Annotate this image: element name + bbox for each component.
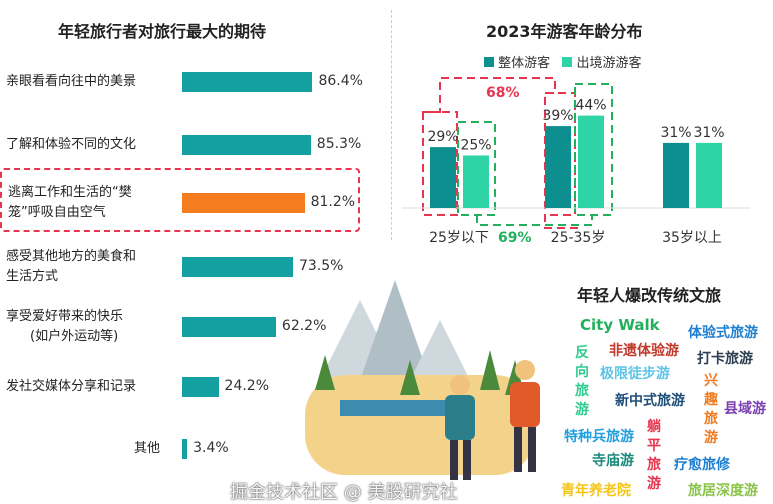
legend-swatch-outbound [562, 57, 573, 67]
left-chart-title: 年轻旅行者对旅行最大的期待 [58, 22, 267, 41]
bar [182, 377, 219, 397]
bar-value-label: 39% [542, 108, 573, 124]
bar-value-label: 25% [460, 138, 491, 154]
traveler-leg [450, 440, 458, 480]
category-label: 感受其他地方的美食和 生活方式 [6, 247, 136, 287]
category-label-line: 亲眼看看向往中的美景 [6, 74, 137, 89]
river [340, 400, 460, 416]
mountain-icon [410, 320, 470, 380]
bar [182, 439, 188, 459]
traveler-head [515, 360, 535, 380]
category-label: 其他 [134, 439, 160, 459]
tag-new-chinese: 新中式旅游 [615, 393, 685, 409]
category-label-line: 逃离工作和生活的“樊 [8, 185, 132, 200]
tag-experience: 体验式旅游 [688, 325, 758, 341]
category-label-line: 感受其他地方的美食和 [6, 249, 137, 264]
category-label-line: 笼”呼吸自由空气 [8, 205, 106, 220]
category-label-line: 了解和体验不同的文化 [6, 137, 137, 152]
travel-illustration [305, 280, 540, 480]
category-label: 享受爱好带来的快乐 (如户外运动等) [6, 307, 123, 347]
x-tick-label: 25岁以下 [429, 230, 489, 246]
tag-temple: 寺庙游 [592, 453, 634, 469]
traveler-body [445, 395, 475, 440]
ground [305, 375, 535, 475]
value-label: 62.2% [281, 318, 327, 334]
bar-outbound [696, 142, 722, 208]
value-label: 85.3% [316, 136, 362, 152]
tag-interest: 兴趣旅游 [704, 373, 718, 446]
right-chart-title: 2023年游客年龄分布 [486, 22, 643, 41]
bar [182, 257, 293, 277]
bar [182, 317, 276, 337]
annotation-68: 68% [486, 85, 520, 101]
tag-special-forces: 特种兵旅游 [564, 429, 634, 445]
vertical-bars: 29%25% 25岁以下 39%44% 25-35岁 31% 31% 35岁以上 [427, 98, 724, 246]
traveler-leg [528, 427, 536, 472]
category-label-line: 发社交媒体分享和记录 [6, 379, 137, 394]
bar-overall [430, 147, 456, 208]
tag-county: 县域游 [724, 401, 766, 417]
tag-sojourn: 旅居深度游 [688, 483, 758, 499]
highlight-box [0, 168, 360, 232]
bar-outbound [578, 115, 604, 208]
tag-city-walk: City Walk [580, 316, 660, 334]
box-under25-overall [422, 111, 458, 216]
bar-value-label: 44% [575, 98, 606, 114]
bar [182, 72, 313, 92]
category-label-line: 生活方式 [6, 269, 59, 284]
legend-swatch-overall [484, 57, 494, 67]
bar-value-label: 31% [660, 125, 691, 141]
box-under25-outbound [457, 121, 496, 216]
traveler-leg [463, 440, 471, 480]
word-cloud-title: 年轻人爆改传统文旅 [577, 286, 722, 305]
mountain-icon [360, 280, 430, 380]
bar-overall [545, 126, 571, 208]
tag-healing: 疗愈旅修 [674, 457, 730, 473]
category-label: 逃离工作和生活的“樊 笼”呼吸自由空气 [8, 183, 132, 223]
value-label: 86.4% [318, 73, 363, 89]
x-tick-label: 25-35岁 [551, 230, 606, 246]
bracket-69 [476, 215, 593, 226]
value-label: 73.5% [298, 258, 344, 274]
bar-value-label: 29% [427, 129, 458, 145]
bar [182, 135, 311, 155]
box-25-35-outbound [574, 83, 613, 216]
bar-outbound [463, 155, 489, 208]
tag-heritage: 非遗体验游 [609, 343, 679, 359]
traveler-leg [514, 427, 522, 472]
age-bar-chart: 68% 69% 29%25% 25岁以下 39%44% 25-35岁 31% 31% 35岁… [402, 77, 750, 246]
annotation-69: 69% [498, 230, 532, 246]
watermark: 掘金技术社区 @ 美股研究社 [230, 482, 458, 503]
tag-lying-flat: 躺平旅游 [647, 419, 661, 492]
value-label: 24.2% [224, 378, 270, 394]
traveler-body [510, 382, 540, 427]
tag-checkin: 打卡旅游 [697, 351, 753, 367]
legend-outbound: 出境游游客 [576, 56, 642, 71]
tag-youth-retirement: 青年养老院 [561, 483, 631, 499]
tag-hiking: 极限徒步游 [600, 366, 670, 382]
value-label: 81.2% [310, 194, 356, 210]
category-label: 亲眼看看向往中的美景 [6, 72, 136, 92]
bar [182, 193, 305, 213]
category-label: 了解和体验不同的文化 [6, 135, 136, 155]
category-label-line: (如户外运动等) [30, 329, 119, 344]
bar-overall [663, 142, 689, 208]
tag-reverse: 反向旅游 [575, 345, 589, 418]
x-tick-label: 35岁以上 [662, 230, 722, 246]
legend: 整体游客 出境游游客 [484, 52, 641, 71]
legend-overall: 整体游客 [498, 56, 551, 71]
category-label-line: 其他 [134, 441, 161, 456]
category-label-line: 享受爱好带来的快乐 [6, 309, 124, 324]
traveler-head [450, 375, 470, 395]
value-label: 3.4% [193, 440, 229, 456]
category-label: 发社交媒体分享和记录 [6, 377, 136, 397]
divider [391, 10, 392, 240]
bar-value-label: 31% [693, 125, 724, 141]
